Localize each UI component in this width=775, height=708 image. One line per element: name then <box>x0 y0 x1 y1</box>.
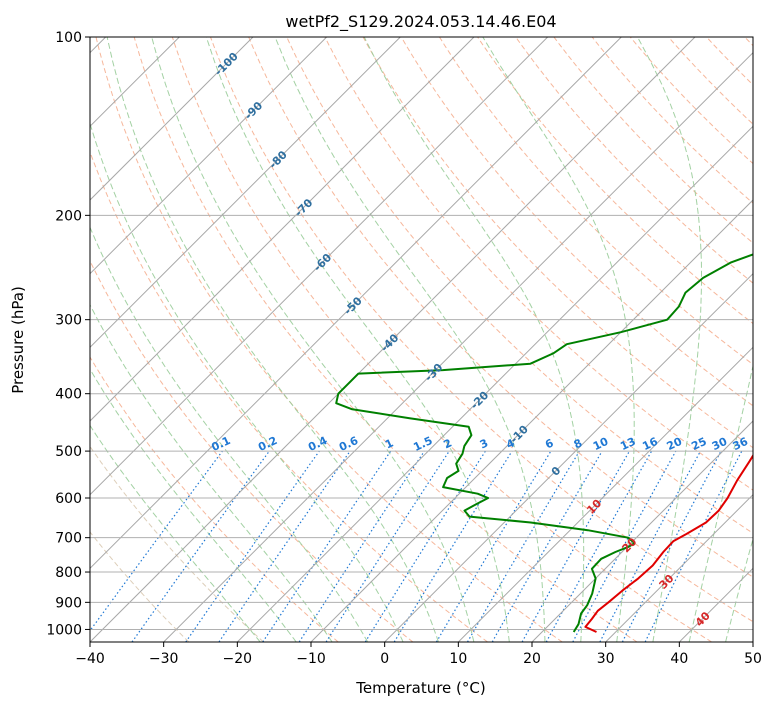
y-tick-label: 500 <box>55 444 82 460</box>
isotherm-line <box>90 37 622 570</box>
isotherm-line <box>457 346 753 642</box>
mixing-ratio-label: 20 <box>665 435 685 453</box>
isotherm-line <box>90 37 696 642</box>
isotherm-line <box>605 493 753 642</box>
mixing-ratio-line <box>545 450 653 642</box>
x-tick-label: 0 <box>380 651 389 667</box>
moist-adiabat-line <box>90 424 261 642</box>
y-tick-label: 900 <box>55 595 82 611</box>
dry-adiabat-line <box>90 356 339 642</box>
temperature-profile-line <box>584 453 753 633</box>
dry-adiabat-line <box>171 37 712 642</box>
dry-adiabat-line <box>324 37 753 491</box>
x-tick-label: −20 <box>223 651 253 667</box>
isotherm-line <box>163 51 753 642</box>
mixing-ratio-line <box>90 450 223 632</box>
moist-adiabat-line <box>725 537 753 642</box>
x-axis-ticks: −40 −30 −20 −10 0 10 20 30 40 50 <box>75 642 762 667</box>
isotherm-line <box>90 37 328 275</box>
isotherm-line <box>236 125 753 642</box>
pressure-grid <box>90 37 753 630</box>
isotherm-line <box>384 272 753 642</box>
mixing-ratio-line <box>298 450 425 642</box>
y-tick-label: 100 <box>55 30 82 46</box>
moist-adiabat-line <box>90 226 369 642</box>
mixing-ratio-line <box>185 450 320 642</box>
x-tick-label: 30 <box>597 651 615 667</box>
dewpoint-profile-line <box>335 253 753 633</box>
y-axis-title: Pressure (hPa) <box>9 286 27 394</box>
x-tick-label: 20 <box>523 651 541 667</box>
mixing-ratio-label: 30 <box>710 435 730 453</box>
x-axis-title: Temperature (°C) <box>355 679 485 697</box>
mixing-ratio-label: 10 <box>591 435 611 453</box>
dry-adiabat-line <box>362 37 753 449</box>
mixing-ratio-line <box>131 450 270 642</box>
isotherm-line <box>90 37 475 422</box>
y-tick-label: 400 <box>55 387 82 403</box>
mixing-ratio-line <box>644 450 743 642</box>
x-tick-label: 10 <box>449 651 467 667</box>
chart-title: wetPf2_S129.2024.053.14.46.E04 <box>285 12 556 32</box>
x-tick-label: 40 <box>670 651 688 667</box>
dry-adiabat-line <box>90 259 414 642</box>
mixing-ratio-line <box>572 450 677 642</box>
mixing-ratio-line <box>262 450 392 642</box>
y-tick-label: 700 <box>55 531 82 547</box>
x-tick-label: 50 <box>744 651 762 667</box>
dry-adiabat-line <box>553 37 753 244</box>
dry-adiabat-line <box>133 37 638 642</box>
dry-adiabat-line <box>400 37 753 407</box>
mixing-ratio-label: 16 <box>640 435 660 453</box>
y-tick-label: 600 <box>55 491 82 507</box>
isotherm-line <box>90 37 549 496</box>
dry-adiabat-line <box>438 37 753 366</box>
mixing-ratio-line <box>218 450 351 642</box>
x-tick-label: −40 <box>75 651 105 667</box>
mixing-ratio-line <box>325 450 450 642</box>
mixing-ratio-line <box>521 450 631 642</box>
isotherm-line <box>90 37 401 349</box>
sounding-profiles <box>335 253 753 633</box>
mixing-ratio-line <box>393 450 513 642</box>
dry-adiabat-line <box>248 37 753 578</box>
mixing-ratio-label: 13 <box>618 435 637 453</box>
moist-adiabat-line <box>90 121 404 642</box>
isotherm-line <box>90 37 254 201</box>
isotherm-line <box>310 199 753 642</box>
dry-adiabat-line <box>629 37 753 165</box>
mixing-ratio-label: 36 <box>731 435 751 453</box>
x-tick-label: −30 <box>149 651 179 667</box>
y-tick-label: 1000 <box>46 622 82 638</box>
y-tick-label: 800 <box>55 565 82 581</box>
y-tick-label: 200 <box>55 208 82 224</box>
plot-frame <box>89 36 754 643</box>
mixing-ratio-label: 25 <box>689 435 708 453</box>
x-tick-label: −10 <box>296 651 326 667</box>
y-tick-label: 300 <box>55 313 82 329</box>
y-axis-ticks: 1000 900 800 700 600 500 400 300 200 100 <box>46 30 90 638</box>
dry-adiabat-line <box>90 531 190 642</box>
